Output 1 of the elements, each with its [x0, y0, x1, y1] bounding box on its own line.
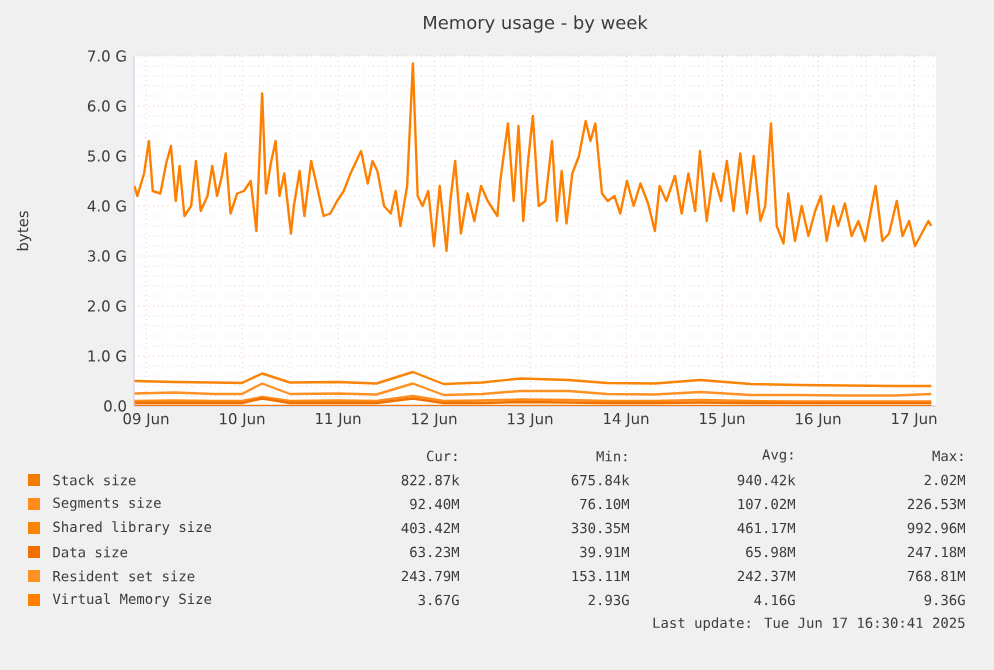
- chart-title: Memory usage - by week: [424, 15, 648, 33]
